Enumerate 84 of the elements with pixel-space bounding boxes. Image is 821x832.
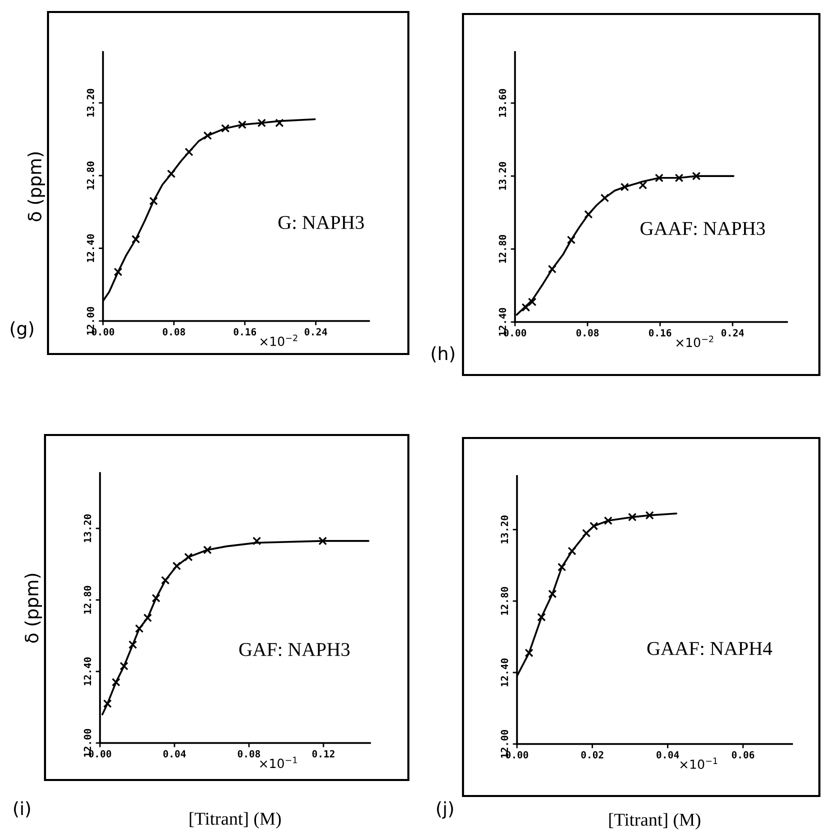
point bbox=[184, 148, 194, 156]
y-tick-label: 12.40 bbox=[84, 657, 92, 686]
y-axis-title: δ (ppm) bbox=[28, 152, 45, 222]
annotation: G: NAPH3 bbox=[278, 216, 364, 230]
x-tick-label: 0.16 bbox=[234, 328, 256, 336]
text: (i) bbox=[14, 801, 30, 818]
y-tick-label: 12.80 bbox=[498, 234, 506, 263]
point bbox=[161, 576, 170, 585]
point bbox=[604, 516, 612, 525]
x-tick-label: 0.24 bbox=[721, 329, 744, 336]
point bbox=[120, 662, 128, 670]
annotation: GAAF: NAPH3 bbox=[640, 222, 765, 236]
y-tick-label: 13.20 bbox=[86, 88, 94, 117]
point bbox=[149, 196, 158, 206]
x-tick-label: 0.04 bbox=[163, 750, 186, 758]
text: (j) bbox=[437, 801, 453, 819]
point bbox=[548, 264, 556, 274]
text: (h) bbox=[432, 346, 454, 362]
point bbox=[221, 124, 230, 133]
y-tick-label: 13.20 bbox=[500, 516, 508, 544]
point bbox=[114, 268, 122, 276]
point bbox=[522, 303, 530, 312]
x-axis-title: [Titrant] (M) bbox=[190, 812, 281, 829]
x-tick-label: 0.24 bbox=[304, 328, 328, 336]
annotation: GAAF: NAPH4 bbox=[647, 642, 772, 656]
text: (g) bbox=[10, 321, 34, 339]
y-axis-title: δ (ppm) bbox=[24, 574, 42, 643]
x-tick-label: 0.12 bbox=[312, 750, 334, 758]
x-axis-title: [Titrant] (M) bbox=[609, 813, 700, 830]
x-tick-label: 0.08 bbox=[162, 328, 186, 336]
x-tick-label: 0.06 bbox=[732, 751, 754, 758]
point bbox=[548, 590, 557, 598]
y-tick-label: 12.40 bbox=[500, 658, 508, 686]
point bbox=[566, 236, 576, 244]
point bbox=[638, 180, 648, 190]
point bbox=[645, 511, 654, 520]
point bbox=[252, 536, 262, 546]
point bbox=[275, 118, 284, 128]
point bbox=[524, 648, 534, 658]
y-tick-label: 12.80 bbox=[84, 586, 92, 614]
annotation: GAF: NAPH3 bbox=[239, 643, 350, 656]
point bbox=[528, 298, 537, 306]
point bbox=[257, 118, 266, 128]
point bbox=[128, 640, 138, 649]
y-tick-label: 13.60 bbox=[498, 89, 506, 117]
point bbox=[590, 522, 598, 530]
x-tick-label: 0.16 bbox=[648, 329, 672, 336]
point bbox=[132, 234, 140, 244]
point bbox=[184, 552, 193, 562]
point bbox=[692, 172, 701, 180]
point bbox=[103, 699, 112, 708]
point bbox=[537, 612, 546, 622]
point bbox=[134, 624, 144, 633]
point bbox=[568, 546, 576, 556]
point bbox=[582, 528, 591, 538]
point bbox=[318, 536, 328, 546]
point bbox=[112, 678, 120, 687]
y-tick-label: 13.20 bbox=[498, 162, 506, 190]
point bbox=[558, 562, 566, 572]
point bbox=[203, 546, 212, 554]
x-tick-label: 0.08 bbox=[238, 750, 260, 758]
point bbox=[584, 210, 593, 219]
point bbox=[600, 194, 610, 202]
x-tick-label: 0.08 bbox=[576, 329, 599, 336]
text: ×10$^{−1}$ bbox=[680, 758, 718, 769]
point bbox=[203, 131, 212, 140]
point bbox=[674, 174, 684, 182]
point bbox=[166, 169, 176, 178]
point bbox=[654, 174, 664, 182]
point bbox=[628, 512, 637, 522]
y-tick-label: 13.20 bbox=[84, 514, 92, 542]
point bbox=[620, 182, 630, 192]
text: ×10$^{−2}$ bbox=[260, 334, 298, 346]
point bbox=[172, 562, 182, 570]
text: ×10$^{−2}$ bbox=[676, 336, 714, 348]
y-tick-label: 12.80 bbox=[86, 162, 94, 190]
y-tick-label: 12.40 bbox=[86, 234, 94, 262]
y-tick-label: 12.80 bbox=[500, 587, 508, 615]
x-tick-label: 0.04 bbox=[656, 751, 679, 758]
x-tick-label: 0.02 bbox=[581, 751, 604, 758]
point bbox=[152, 594, 160, 602]
point bbox=[143, 614, 152, 622]
point bbox=[238, 120, 247, 130]
text: ×10$^{−1}$ bbox=[260, 756, 297, 768]
